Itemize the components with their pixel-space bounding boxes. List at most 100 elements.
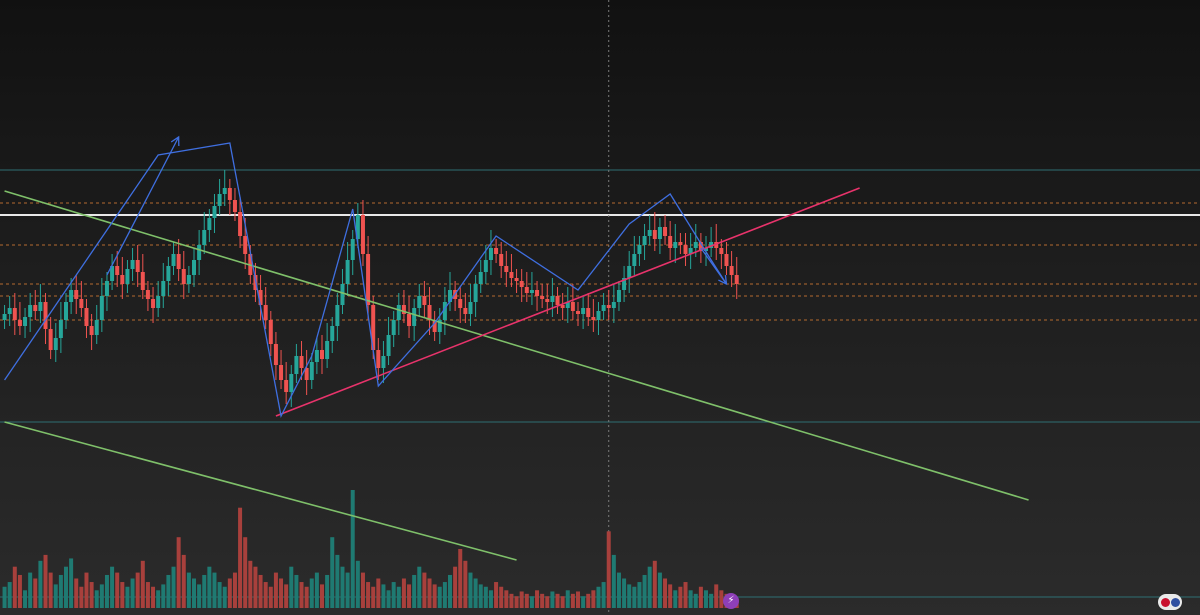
candle-body bbox=[171, 254, 176, 266]
volume-bar bbox=[345, 572, 350, 608]
candle-body bbox=[43, 302, 48, 329]
candle-body bbox=[258, 290, 263, 305]
candle-body bbox=[509, 272, 514, 278]
volume-bar bbox=[197, 584, 202, 608]
volume-bar bbox=[181, 554, 186, 608]
volume-bar bbox=[33, 578, 38, 608]
candle-body bbox=[627, 266, 632, 278]
volume-bar bbox=[673, 590, 678, 608]
volume-bar bbox=[678, 586, 683, 608]
candle-body bbox=[514, 278, 519, 281]
candle-body bbox=[330, 326, 335, 341]
candle-body bbox=[17, 320, 22, 326]
volume-bar bbox=[166, 574, 171, 608]
candle-body bbox=[140, 272, 145, 290]
candle-body bbox=[478, 272, 483, 284]
volume-bar bbox=[483, 586, 488, 608]
volume-bar bbox=[688, 590, 693, 608]
candle-body bbox=[555, 296, 560, 305]
candle-body bbox=[642, 236, 647, 245]
volume-bar bbox=[115, 572, 120, 608]
volume-bar bbox=[268, 586, 273, 608]
volume-bar bbox=[473, 578, 478, 608]
us-flag-icon[interactable] bbox=[1158, 594, 1182, 610]
volume-bar bbox=[448, 574, 452, 608]
candle-body bbox=[166, 266, 171, 281]
candle-body bbox=[632, 254, 637, 266]
volume-bar bbox=[64, 566, 68, 608]
candle-body bbox=[396, 305, 401, 320]
volume-bar bbox=[43, 554, 48, 608]
volume-bar bbox=[591, 590, 596, 608]
green-upper-trendline bbox=[4, 190, 1029, 501]
volume-bar bbox=[417, 566, 422, 608]
candle-body bbox=[657, 227, 662, 239]
volume-bar bbox=[38, 560, 43, 608]
volume-bar bbox=[84, 572, 89, 608]
candle-body bbox=[734, 275, 739, 284]
volume-bar bbox=[156, 590, 161, 608]
volume-bar bbox=[58, 574, 63, 608]
volume-bar bbox=[176, 537, 181, 608]
candle-body bbox=[714, 242, 719, 248]
candle-body bbox=[663, 227, 668, 236]
candle-body bbox=[622, 278, 627, 290]
volume-bar bbox=[427, 578, 432, 608]
candle-body bbox=[545, 299, 550, 302]
candle-body bbox=[724, 254, 729, 266]
volume-bar bbox=[386, 590, 391, 608]
arrow-shaft bbox=[700, 247, 728, 285]
volume-bar bbox=[586, 593, 591, 608]
volume-bar bbox=[401, 578, 406, 608]
candle-body bbox=[197, 245, 202, 260]
volume-bar bbox=[12, 566, 17, 608]
volume-bar bbox=[202, 574, 207, 608]
candle-body bbox=[202, 230, 207, 245]
volume-bar bbox=[320, 584, 324, 608]
volume-bar bbox=[140, 560, 145, 608]
volume-bar bbox=[335, 554, 340, 608]
volume-bar bbox=[325, 574, 330, 608]
volume-bar bbox=[704, 590, 708, 608]
candle-body bbox=[637, 245, 642, 254]
candle-body bbox=[192, 260, 196, 275]
candle-body bbox=[616, 290, 621, 302]
candle-body bbox=[243, 236, 248, 254]
volume-bar bbox=[74, 578, 79, 608]
volume-bar bbox=[99, 584, 104, 608]
candle-body bbox=[540, 296, 545, 299]
lightning-event-icon[interactable]: ⚡ bbox=[723, 593, 739, 609]
candle-body bbox=[407, 314, 412, 326]
volume-bar bbox=[151, 586, 156, 608]
volume-bar bbox=[376, 578, 381, 608]
volume-bar bbox=[227, 578, 232, 608]
candle-body bbox=[473, 284, 478, 302]
volume-bar bbox=[545, 596, 550, 608]
candle-body bbox=[565, 302, 570, 308]
volume-bar bbox=[232, 572, 237, 608]
candle-body bbox=[299, 356, 304, 368]
candle-body bbox=[494, 248, 499, 254]
candle-body bbox=[535, 290, 540, 296]
volume-bar bbox=[458, 549, 463, 608]
candle-body bbox=[58, 320, 63, 338]
volume-bar bbox=[524, 593, 529, 608]
volume-bar bbox=[330, 537, 335, 608]
candle-body bbox=[161, 281, 166, 296]
volume-bar bbox=[570, 593, 575, 608]
volume-bar bbox=[366, 582, 371, 608]
candle-body bbox=[647, 230, 652, 236]
candle-body bbox=[320, 350, 324, 359]
candle-body bbox=[99, 296, 104, 320]
candle-body bbox=[688, 248, 693, 254]
candle-body bbox=[156, 296, 161, 308]
candle-body bbox=[151, 299, 156, 308]
volume-bar bbox=[360, 572, 365, 608]
candle-body bbox=[48, 329, 53, 350]
volume-bar bbox=[611, 554, 616, 608]
candle-body bbox=[504, 266, 509, 272]
candle-body bbox=[340, 284, 345, 305]
volume-bar bbox=[622, 578, 627, 608]
